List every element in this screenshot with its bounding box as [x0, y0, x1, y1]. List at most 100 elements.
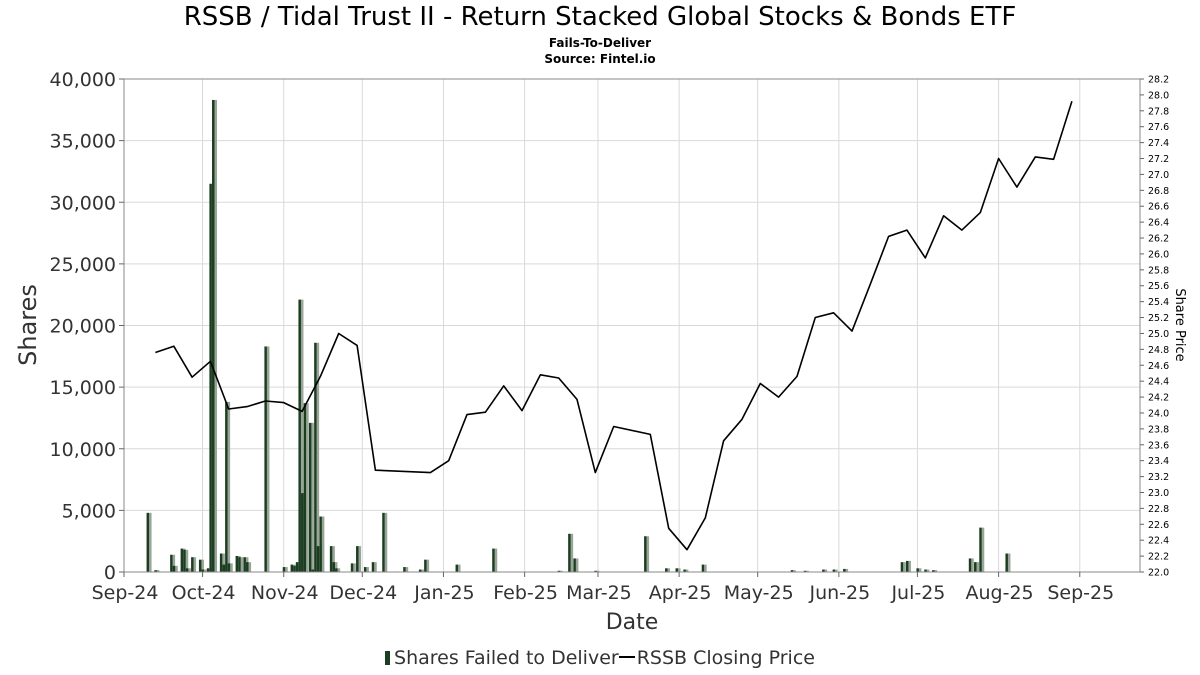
y2-tick-label: 27.4	[1148, 138, 1169, 149]
y2-axis-title: Share Price	[1172, 288, 1187, 361]
x-tick-label: Oct-24	[172, 582, 236, 604]
ftd-bar-shadow	[926, 569, 930, 572]
ftd-bar	[264, 346, 267, 572]
price-line	[155, 101, 1073, 551]
ftd-bar-shadow	[227, 401, 231, 572]
y2-tick-label: 23.6	[1148, 440, 1169, 451]
ftd-bar-shadow	[793, 570, 796, 572]
ftd-bar	[371, 562, 375, 572]
ftd-bar	[557, 570, 561, 572]
legend-bar-swatch	[385, 651, 391, 665]
ftd-bar	[198, 559, 202, 572]
ftd-bar-shadow	[156, 570, 160, 572]
y2-tick-label: 25.8	[1148, 265, 1169, 276]
ftd-bar-shadow	[903, 562, 906, 572]
y2-tick-label: 24.2	[1148, 393, 1169, 404]
ftd-bar-shadow	[222, 553, 225, 572]
ftd-bar	[790, 570, 794, 572]
ftd-bar	[246, 562, 249, 572]
ftd-bar	[295, 562, 299, 572]
ftd-bar	[180, 548, 184, 572]
ftd-bar-shadow	[806, 570, 809, 572]
ftd-bar	[822, 569, 825, 572]
ftd-bar	[314, 342, 317, 572]
chart-title: RSSB / Tidal Trust II - Return Stacked G…	[183, 2, 1017, 32]
ftd-bar-shadow	[240, 557, 244, 572]
y-tick-label: 15,000	[50, 377, 116, 399]
ftd-bar	[665, 568, 668, 572]
ftd-bar-shadow	[426, 559, 430, 572]
ftd-bar-shadow	[214, 99, 218, 572]
ftd-bar	[308, 422, 312, 572]
ftd-bar	[301, 493, 304, 572]
ftd-bar-shadow	[353, 563, 356, 572]
chart-source: Source: Fintel.io	[544, 52, 656, 66]
ftd-bar-shadow	[494, 548, 498, 572]
y2-tick-label: 27.0	[1148, 170, 1169, 181]
ftd-bar	[905, 560, 909, 572]
ftd-bar-shadow	[596, 570, 600, 572]
y2-tick-label: 24.8	[1148, 345, 1169, 356]
ftd-bar-shadow	[201, 559, 204, 572]
y2-tick-label: 27.2	[1148, 154, 1169, 165]
y2-tick-label: 26.8	[1148, 186, 1169, 197]
ftd-bar	[170, 554, 173, 572]
y-tick-label: 25,000	[50, 254, 116, 276]
ftd-bar-shadow	[971, 558, 974, 572]
x-tick-label: Nov-24	[251, 582, 319, 604]
ftd-bar	[403, 567, 406, 572]
y2-tick-label: 27.8	[1148, 106, 1169, 117]
ftd-bar-shadow	[976, 562, 980, 572]
ftd-bar-shadow	[704, 564, 707, 572]
ftd-bar	[212, 99, 215, 572]
legend-label-ftd: Shares Failed to Deliver	[394, 647, 619, 669]
ftd-bar-shadow	[374, 562, 377, 572]
y2-tick-label: 22.8	[1148, 504, 1169, 515]
ftd-bar	[382, 512, 385, 572]
y2-tick-label: 22.0	[1148, 568, 1169, 579]
ftd-bar	[644, 536, 647, 572]
ftd-bar	[683, 569, 686, 572]
x-tick-label: Sep-24	[92, 582, 159, 604]
ftd-bar-shadow	[149, 512, 152, 572]
ftd-bar-shadow	[421, 569, 424, 572]
ftd-bar	[350, 563, 354, 572]
ftd-bar-shadow	[835, 569, 838, 572]
ftd-bar	[335, 568, 338, 572]
ftd-bar	[363, 567, 367, 572]
y-tick-label: 20,000	[50, 316, 116, 338]
y-tick-label: 5,000	[62, 500, 116, 522]
ftd-bar	[183, 549, 186, 572]
ftd-bar-shadow	[646, 536, 650, 572]
ftd-bar	[227, 563, 231, 572]
ftd-bar	[219, 553, 223, 572]
ftd-bar-shadow	[316, 342, 320, 572]
y2-tick-label: 23.0	[1148, 488, 1169, 499]
x-axis-title: Date	[606, 610, 659, 635]
ftd-bar	[293, 565, 296, 572]
y2-tick-label: 28.2	[1148, 75, 1169, 86]
ftd-bar	[319, 516, 322, 572]
y2-tick-label: 22.6	[1148, 520, 1169, 531]
x-tick-label: Jan-25	[413, 582, 474, 604]
ftd-bar-shadow	[685, 569, 689, 572]
ftd-bar	[492, 548, 495, 572]
ftd-bar-shadow	[570, 533, 574, 572]
ftd-bar-shadow	[678, 568, 681, 572]
ftd-bar	[974, 562, 977, 572]
ftd-bar-shadow	[311, 422, 314, 572]
ftd-bar	[282, 567, 286, 572]
y-tick-label: 0	[104, 562, 116, 584]
ftd-bar	[803, 570, 807, 572]
y2-tick-label: 22.4	[1148, 536, 1169, 547]
ftd-bar	[235, 555, 239, 572]
ftd-bar-shadow	[1007, 553, 1011, 572]
ftd-bar	[573, 558, 576, 572]
ftd-bar-shadow	[560, 570, 563, 572]
ftd-bar	[332, 562, 335, 572]
y-tick-label: 35,000	[50, 131, 116, 153]
ftd-bar-shadow	[230, 563, 233, 572]
x-tick-label: Jul-25	[890, 582, 945, 604]
ftd-bar-shadow	[248, 562, 252, 572]
